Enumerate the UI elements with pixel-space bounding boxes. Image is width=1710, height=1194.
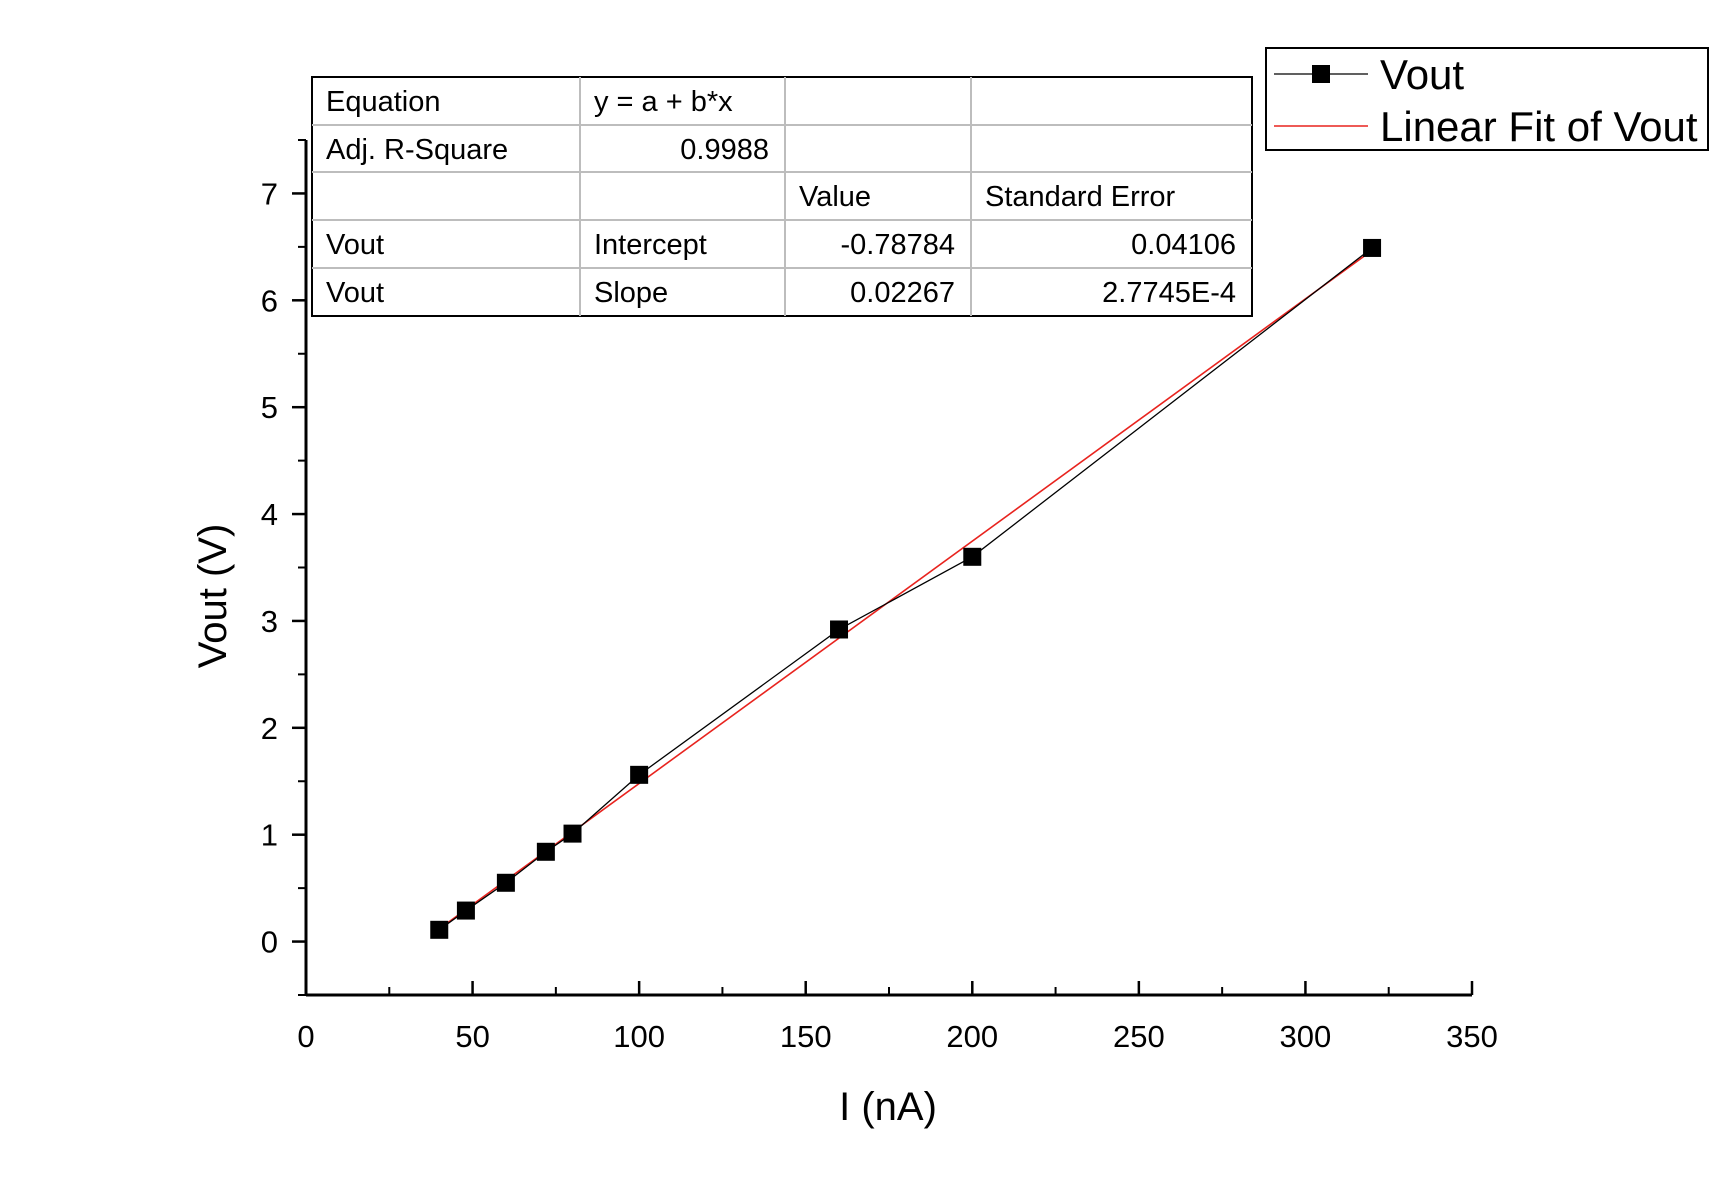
y-tick-label: 7 <box>261 176 278 211</box>
y-tick-label: 3 <box>261 604 278 639</box>
legend: Vout Linear Fit of Vout <box>1265 47 1709 151</box>
table-cell: 0.04106 <box>1131 229 1236 261</box>
y-axis-title: Vout (V) <box>191 524 235 669</box>
y-tick-label: 2 <box>261 711 278 746</box>
table-cell: 2.7745E-4 <box>1102 277 1236 309</box>
table-cell: Vout <box>326 229 384 261</box>
table-cell: Standard Error <box>985 181 1176 213</box>
table-cell: Slope <box>594 277 668 309</box>
y-tick-label: 4 <box>261 497 278 532</box>
data-point <box>630 765 649 784</box>
table-cell: Value <box>799 181 871 213</box>
data-point <box>430 920 449 939</box>
x-tick-label: 200 <box>946 1019 998 1054</box>
table-cell: 0.02267 <box>850 277 955 309</box>
x-tick-label: 350 <box>1446 1019 1498 1054</box>
x-tick-label: 0 <box>297 1019 314 1054</box>
legend-box <box>1265 47 1709 151</box>
legend-vout-marker <box>1312 65 1330 83</box>
table-border <box>311 76 1253 317</box>
fit-line-layer <box>438 249 1373 930</box>
data-point <box>536 842 555 861</box>
x-axis-title: I (nA) <box>839 1085 937 1129</box>
table-cell: 0.9988 <box>680 134 769 166</box>
marker-layer <box>430 238 1382 939</box>
y-tick-label: 5 <box>261 390 278 425</box>
x-tick-label: 250 <box>1113 1019 1165 1054</box>
table-cell: Intercept <box>594 229 707 261</box>
axes: 0 50 100 150 200 250 300 350 0 1 2 3 4 5 6 7 <box>261 139 1498 1054</box>
data-point <box>830 620 849 639</box>
x-tick-label: 300 <box>1280 1019 1332 1054</box>
x-tick-label: 50 <box>455 1019 489 1054</box>
x-tick-label: 150 <box>780 1019 832 1054</box>
data-point <box>456 901 475 920</box>
data-point <box>563 824 582 843</box>
y-tick-label: 1 <box>261 818 278 853</box>
y-tick-label: 6 <box>261 283 278 318</box>
x-tick-label: 100 <box>613 1019 665 1054</box>
legend-fit-label: Linear Fit of Vout <box>1380 103 1698 150</box>
table-cell: -0.78784 <box>841 229 956 261</box>
table-cell: Adj. R-Square <box>326 134 508 166</box>
table-cell: Equation <box>326 86 441 118</box>
table-cell: Vout <box>326 277 384 309</box>
data-point <box>963 547 982 566</box>
table-cell: y = a + b*x <box>594 86 733 118</box>
fit-line <box>438 249 1373 930</box>
data-point <box>496 873 515 892</box>
legend-vout-label: Vout <box>1380 51 1464 98</box>
fit-results-table: Equation y = a + b*x Adj. R-Square 0.9988 Va… <box>311 76 1253 317</box>
data-point <box>1363 238 1382 257</box>
y-tick-label: 0 <box>261 925 278 960</box>
